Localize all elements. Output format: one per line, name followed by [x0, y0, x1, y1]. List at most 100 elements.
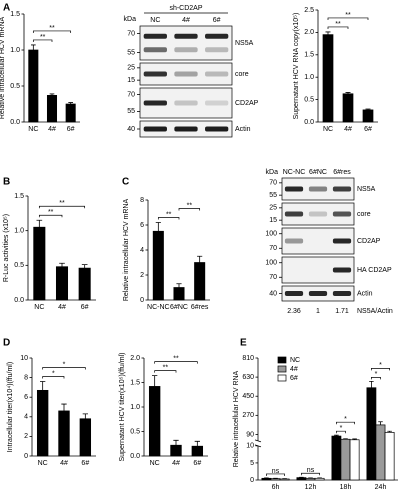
- band-label: core: [357, 211, 371, 218]
- bar: [173, 287, 185, 301]
- y-tick-label: 10: [20, 355, 28, 362]
- y-axis-label: Supernatant HCV RNA copy(x10⁵): [293, 13, 300, 120]
- significance-label: **: [345, 12, 351, 19]
- x-tick-label: 4#: [58, 304, 66, 311]
- x-tick-label: NC: [323, 126, 333, 133]
- significance-label: *: [340, 425, 343, 432]
- bar: [46, 95, 58, 123]
- significance-bracket: [336, 430, 346, 434]
- significance-bracket: [154, 370, 177, 373]
- error-bar: [61, 403, 67, 411]
- y-tick-label: 630: [242, 374, 254, 381]
- x-tick-label: 4#: [344, 126, 352, 133]
- bar: [191, 445, 204, 457]
- significance-label: **: [187, 202, 193, 209]
- x-tick-label: 6#: [67, 126, 75, 133]
- lane-label: NC-NC: [283, 169, 306, 176]
- bar: [279, 478, 290, 481]
- band: [205, 126, 229, 132]
- x-tick-label: 6#: [81, 304, 89, 311]
- error-bar: [387, 430, 392, 433]
- significance-bracket: [178, 208, 201, 211]
- x-tick-label: 6#: [81, 460, 89, 467]
- y-axis-label: Relative intracellular HCV RNA: [233, 370, 240, 467]
- legend-label: NC: [290, 357, 300, 364]
- panel-label: E: [240, 338, 247, 349]
- error-bar: [325, 31, 331, 35]
- band: [174, 100, 198, 106]
- y-tick-label: 90: [246, 431, 254, 438]
- marker-label: 70: [269, 245, 277, 252]
- y-tick-label: 1.5: [130, 379, 140, 386]
- significance-bracket: [154, 361, 198, 364]
- band: [308, 291, 328, 296]
- significance-label: **: [59, 200, 65, 207]
- significance-label: **: [335, 21, 341, 28]
- significance-label: *: [52, 370, 55, 377]
- significance-label: **: [49, 25, 55, 32]
- band: [205, 47, 229, 53]
- band: [174, 71, 198, 77]
- error-bar: [173, 439, 179, 446]
- y-axis-label: Relative intracellular HCV mRNA: [123, 199, 130, 302]
- legend-swatch: [277, 365, 287, 373]
- bar: [36, 389, 49, 457]
- significance-label: *: [379, 362, 382, 369]
- band: [174, 126, 198, 132]
- significance-bracket: [327, 26, 349, 29]
- significance-bracket: [42, 376, 65, 379]
- bar: [194, 262, 206, 301]
- y-tick-label: 1.0: [130, 404, 140, 411]
- marker-label: 70: [127, 91, 135, 98]
- axis-break: [254, 439, 262, 443]
- y-axis-label: R-Luc activities (x10⁵): [3, 214, 10, 282]
- bar: [349, 439, 360, 481]
- y-tick-label: 2.5: [304, 7, 314, 14]
- error-bar: [49, 93, 55, 96]
- error-bar: [81, 264, 88, 269]
- significance-label: **: [163, 364, 169, 371]
- x-tick-label: 4#: [48, 126, 56, 133]
- y-axis-label: Supernatant HCV titer(x10⁵)(ffu/ml): [119, 353, 126, 462]
- marker-label: 15: [269, 217, 277, 224]
- marker-label: 55: [269, 192, 277, 199]
- marker-label: 40: [127, 126, 135, 133]
- error-bar: [369, 380, 374, 388]
- x-tick-label: 12h: [305, 484, 317, 491]
- bar: [78, 267, 91, 301]
- significance-label: *: [344, 416, 347, 423]
- error-bar: [40, 381, 46, 391]
- marker-label: 70: [127, 30, 135, 37]
- band: [308, 186, 328, 192]
- error-bar: [352, 438, 357, 440]
- x-tick-label: 6#: [193, 460, 201, 467]
- significance-bracket: [42, 367, 86, 370]
- error-bar: [378, 421, 383, 425]
- significance-bracket: [266, 473, 285, 476]
- band-label: HA CD2AP: [357, 267, 392, 274]
- significance-bracket: [301, 472, 320, 476]
- significance-bracket: [336, 421, 355, 425]
- significance-label: *: [375, 371, 378, 378]
- band: [174, 47, 198, 53]
- x-tick-label: 24h: [375, 484, 387, 491]
- bar: [55, 266, 69, 301]
- bar: [362, 109, 374, 123]
- error-bar: [345, 92, 351, 94]
- lane-label: 6#: [213, 17, 221, 24]
- y-tick-label: 0.5: [304, 96, 314, 103]
- legend-swatch: [277, 356, 287, 364]
- band: [143, 126, 167, 132]
- band: [143, 33, 167, 39]
- panel-label: C: [122, 177, 129, 188]
- bar: [340, 438, 351, 481]
- bar: [28, 49, 39, 123]
- band: [205, 33, 229, 39]
- band-label: Actin: [357, 290, 373, 297]
- unit-label: kDa: [266, 169, 279, 176]
- y-tick-label: 10: [246, 443, 254, 450]
- bar: [366, 387, 377, 481]
- y-tick-label: 1.5: [10, 11, 20, 18]
- error-bar: [82, 413, 88, 419]
- marker-label: 55: [127, 108, 135, 115]
